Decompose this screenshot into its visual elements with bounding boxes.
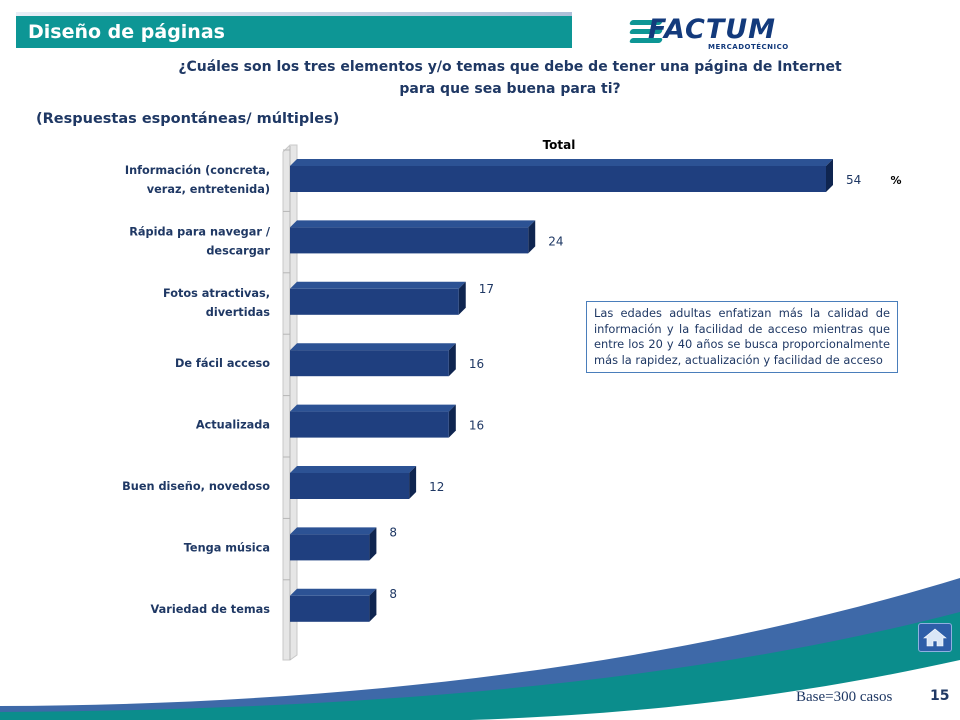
bar-top-3 — [290, 281, 466, 289]
survey-question-line1: ¿Cuáles son los tres elementos y/o temas… — [178, 59, 842, 75]
insight-note: Las edades adultas enfatizan más la cali… — [586, 301, 898, 374]
bar-top-4 — [290, 343, 456, 351]
bar-top-1 — [290, 159, 833, 166]
bar-3 — [290, 288, 459, 315]
logo-subtitle: MERCADOTÉCNICO — [708, 43, 789, 51]
category-label-7-line-1: Tenga música — [184, 541, 270, 554]
category-label-5-line-1: Actualizada — [196, 419, 270, 432]
category-label-3-line-1: Fotos atractivas, — [163, 287, 270, 300]
bar-1 — [290, 166, 826, 192]
bar-8 — [290, 595, 370, 622]
bar-top-2 — [290, 220, 536, 228]
bar-4 — [290, 350, 449, 377]
category-label-4-line-1: De fácil acceso — [175, 357, 270, 370]
bar-value-label-8: 8 — [389, 587, 397, 601]
chart-unit-label: % — [890, 174, 901, 187]
bar-top-6 — [290, 466, 417, 473]
base-label: Base=300 casos — [796, 689, 893, 705]
title-bar: Diseño de páginas — [16, 16, 572, 48]
bar-value-label-3: 17 — [479, 282, 494, 296]
chart-subtitle: (Respuestas espontáneas/ múltiples) — [36, 111, 340, 127]
page-number: 15 — [930, 688, 950, 704]
bar-top-8 — [290, 588, 377, 596]
home-icon — [923, 628, 947, 647]
bar-side-3 — [458, 281, 466, 315]
bar-value-label-6: 12 — [429, 480, 444, 494]
bar-value-label-2: 24 — [548, 234, 563, 248]
bar-value-label-1: 54 — [846, 173, 861, 187]
factum-logo: FACTUM MERCADOTÉCNICO — [628, 14, 828, 56]
bar-6 — [290, 473, 410, 499]
footer-teal-wave — [0, 612, 960, 720]
bar-chart: Total% 54 Información (concreta, veraz, ent… — [122, 138, 902, 661]
bar-side-2 — [528, 220, 536, 254]
category-label-1-line-2: veraz, entretenida) — [147, 183, 270, 196]
bar-2 — [290, 227, 529, 254]
survey-question: ¿Cuáles son los tres elementos y/o temas… — [140, 56, 880, 100]
bar-value-label-4: 16 — [469, 357, 484, 371]
category-label-6-line-1: Buen diseño, novedoso — [122, 480, 270, 493]
bar-5 — [290, 411, 449, 438]
bar-value-label-5: 16 — [469, 419, 484, 433]
category-label-1-line-1: Información (concreta, — [125, 164, 270, 177]
chart-title: Total — [543, 138, 576, 152]
category-label-2-line-1: Rápida para navegar / — [129, 225, 271, 238]
bar-side-4 — [448, 343, 456, 377]
page-title: Diseño de páginas — [28, 21, 225, 43]
category-label-8-line-1: Variedad de temas — [151, 603, 271, 616]
footer-white-area — [470, 660, 960, 720]
category-label-2-line-2: descargar — [206, 244, 270, 257]
bar-side-7 — [369, 527, 377, 561]
bar-side-5 — [448, 404, 456, 438]
logo-wordmark: FACTUM — [648, 14, 777, 45]
bar-side-6 — [409, 466, 417, 499]
title-shine — [16, 12, 572, 17]
bar-side-8 — [369, 588, 377, 622]
bar-7 — [290, 534, 370, 561]
home-button[interactable] — [918, 623, 952, 652]
bar-side-1 — [826, 159, 833, 192]
footer-band — [0, 578, 960, 720]
bar-top-7 — [290, 527, 377, 535]
survey-question-line2: para que sea buena para ti? — [399, 81, 621, 97]
category-label-3-line-2: divertidas — [206, 306, 271, 319]
bar-top-5 — [290, 404, 456, 412]
bar-value-label-7: 8 — [389, 525, 397, 539]
